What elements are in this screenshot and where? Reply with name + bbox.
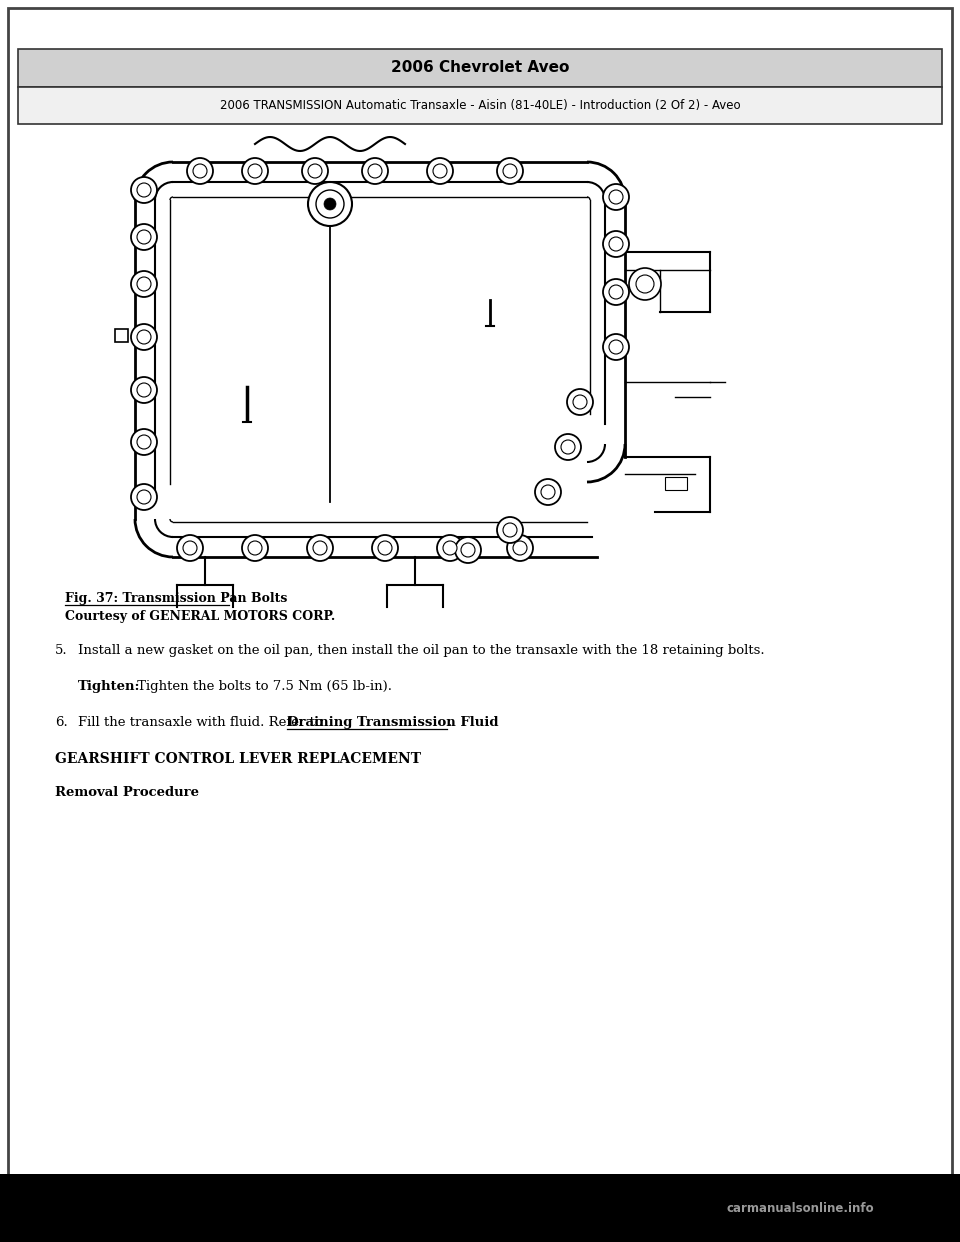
Text: Draining Transmission Fluid: Draining Transmission Fluid bbox=[287, 715, 498, 729]
Circle shape bbox=[131, 178, 157, 202]
Circle shape bbox=[177, 535, 203, 561]
Circle shape bbox=[561, 440, 575, 455]
Circle shape bbox=[603, 279, 629, 306]
Circle shape bbox=[372, 535, 398, 561]
Text: 2006 Chevrolet Aveo: 2006 Chevrolet Aveo bbox=[391, 61, 569, 76]
Circle shape bbox=[131, 378, 157, 402]
Circle shape bbox=[629, 268, 661, 301]
Circle shape bbox=[131, 484, 157, 510]
Text: Fill the transaxle with fluid. Refer to: Fill the transaxle with fluid. Refer to bbox=[78, 715, 327, 729]
Circle shape bbox=[503, 523, 517, 537]
Circle shape bbox=[368, 164, 382, 178]
Circle shape bbox=[455, 537, 481, 563]
Circle shape bbox=[609, 237, 623, 251]
Circle shape bbox=[137, 491, 151, 504]
Bar bbox=[18, 48, 942, 87]
Circle shape bbox=[567, 389, 593, 415]
Circle shape bbox=[443, 542, 457, 555]
Circle shape bbox=[137, 435, 151, 450]
Circle shape bbox=[497, 158, 523, 184]
Circle shape bbox=[137, 277, 151, 291]
Text: .: . bbox=[447, 715, 452, 729]
Circle shape bbox=[242, 535, 268, 561]
Circle shape bbox=[316, 190, 344, 219]
Circle shape bbox=[555, 433, 581, 460]
Circle shape bbox=[302, 158, 328, 184]
Circle shape bbox=[308, 183, 352, 226]
Circle shape bbox=[137, 330, 151, 344]
Circle shape bbox=[437, 535, 463, 561]
Text: carmanualsonline.info: carmanualsonline.info bbox=[726, 1201, 874, 1215]
Circle shape bbox=[636, 274, 654, 293]
Circle shape bbox=[242, 158, 268, 184]
Circle shape bbox=[362, 158, 388, 184]
Circle shape bbox=[131, 271, 157, 297]
Circle shape bbox=[131, 324, 157, 350]
Text: GEARSHIFT CONTROL LEVER REPLACEMENT: GEARSHIFT CONTROL LEVER REPLACEMENT bbox=[55, 751, 421, 766]
Circle shape bbox=[248, 164, 262, 178]
Circle shape bbox=[248, 542, 262, 555]
Text: Install a new gasket on the oil pan, then install the oil pan to the transaxle w: Install a new gasket on the oil pan, the… bbox=[78, 645, 764, 657]
Text: 5.: 5. bbox=[55, 645, 67, 657]
Text: Tighten:: Tighten: bbox=[78, 681, 140, 693]
Circle shape bbox=[308, 164, 322, 178]
Circle shape bbox=[541, 484, 555, 499]
Bar bbox=[115, 329, 128, 342]
Bar bbox=[665, 477, 687, 491]
Text: Fig. 37: Transmission Pan Bolts: Fig. 37: Transmission Pan Bolts bbox=[65, 592, 287, 605]
Circle shape bbox=[573, 395, 587, 409]
Circle shape bbox=[313, 542, 327, 555]
Circle shape bbox=[131, 224, 157, 250]
Circle shape bbox=[137, 230, 151, 243]
Circle shape bbox=[183, 542, 197, 555]
Circle shape bbox=[131, 428, 157, 455]
Text: Courtesy of GENERAL MOTORS CORP.: Courtesy of GENERAL MOTORS CORP. bbox=[65, 610, 335, 623]
Text: 6.: 6. bbox=[55, 715, 68, 729]
Circle shape bbox=[433, 164, 447, 178]
Circle shape bbox=[507, 535, 533, 561]
Circle shape bbox=[603, 334, 629, 360]
Circle shape bbox=[187, 158, 213, 184]
Circle shape bbox=[535, 479, 561, 505]
Bar bbox=[0, 1174, 960, 1242]
Bar bbox=[18, 87, 942, 124]
Circle shape bbox=[609, 190, 623, 204]
Circle shape bbox=[461, 543, 475, 556]
Circle shape bbox=[609, 340, 623, 354]
Circle shape bbox=[497, 517, 523, 543]
Circle shape bbox=[324, 197, 336, 210]
Circle shape bbox=[193, 164, 207, 178]
Text: Removal Procedure: Removal Procedure bbox=[55, 786, 199, 799]
Circle shape bbox=[603, 231, 629, 257]
Circle shape bbox=[603, 184, 629, 210]
Circle shape bbox=[378, 542, 392, 555]
Circle shape bbox=[137, 383, 151, 397]
Circle shape bbox=[609, 284, 623, 299]
Text: 2006 TRANSMISSION Automatic Transaxle - Aisin (81-40LE) - Introduction (2 Of 2) : 2006 TRANSMISSION Automatic Transaxle - … bbox=[220, 99, 740, 113]
Circle shape bbox=[427, 158, 453, 184]
Circle shape bbox=[307, 535, 333, 561]
Circle shape bbox=[503, 164, 517, 178]
Circle shape bbox=[137, 183, 151, 197]
Text: Tighten the bolts to 7.5 Nm (65 lb-in).: Tighten the bolts to 7.5 Nm (65 lb-in). bbox=[133, 681, 392, 693]
Circle shape bbox=[513, 542, 527, 555]
